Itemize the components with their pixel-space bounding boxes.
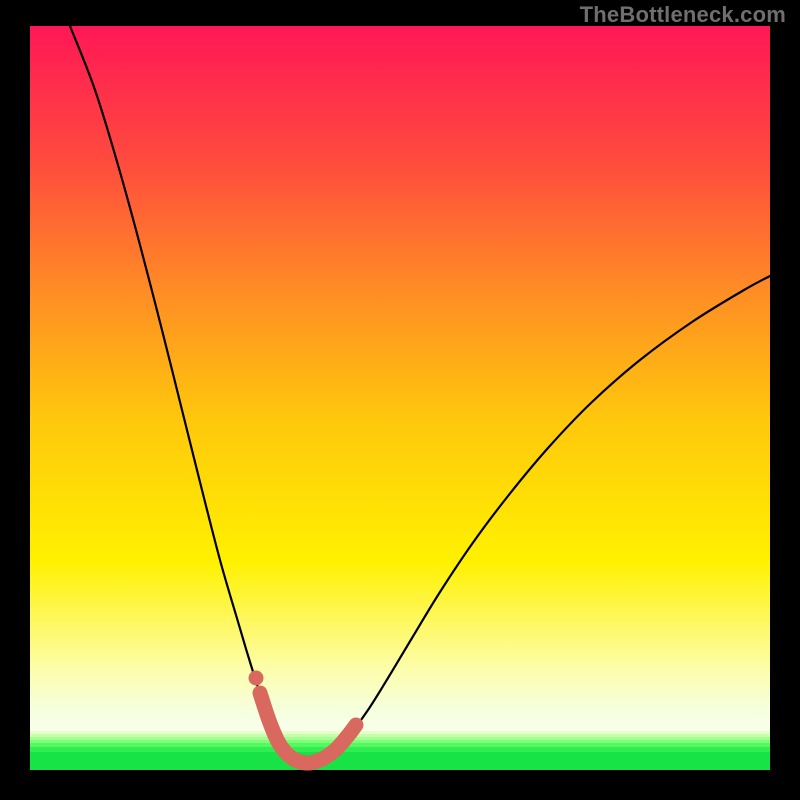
bottleneck-chart-svg [0, 0, 800, 800]
green-band [30, 734, 770, 737]
green-band [30, 747, 770, 752]
highlight-dot [249, 671, 264, 686]
green-band [30, 737, 770, 740]
green-band [30, 740, 770, 743]
green-band [30, 752, 770, 770]
watermark-text: TheBottleneck.com [580, 2, 786, 28]
chart-stage: TheBottleneck.com [0, 0, 800, 800]
green-band [30, 743, 770, 747]
green-band [30, 731, 770, 734]
